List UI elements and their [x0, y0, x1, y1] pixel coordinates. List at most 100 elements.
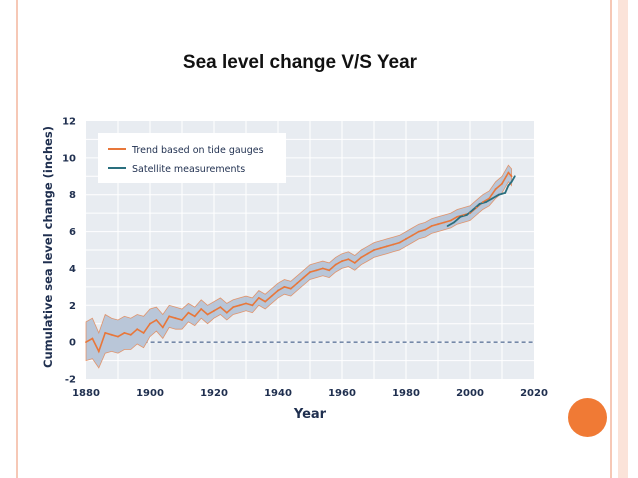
tide-gauge-trend-line: [85, 171, 513, 354]
trend-point: [353, 262, 356, 264]
satellite-point: [491, 197, 494, 200]
satellite-point: [453, 221, 455, 224]
trend-point: [264, 300, 267, 303]
trend-point: [289, 287, 292, 290]
trend-point: [123, 332, 126, 334]
y-tick-label: 0: [69, 338, 76, 349]
trend-point: [437, 223, 439, 226]
legend-label-trend: Trend based on tide gauges: [131, 145, 264, 156]
legend-box: [98, 133, 286, 183]
trend-point: [219, 306, 222, 308]
trend-point: [510, 175, 513, 178]
trend-point: [309, 271, 311, 273]
trend-point: [443, 221, 446, 224]
trend-point: [168, 315, 171, 318]
trend-point: [270, 295, 273, 297]
trend-point: [225, 311, 228, 314]
trend-point: [117, 335, 119, 338]
trend-point: [398, 241, 401, 244]
trend-point: [277, 289, 279, 292]
trend-point: [161, 326, 164, 329]
y-tick-labels: -2 0 2 4 6 8 10 12: [62, 117, 76, 386]
trend-point: [341, 260, 343, 262]
trend-point: [501, 182, 503, 185]
trend-point: [85, 341, 87, 343]
x-axis-label: Year: [293, 407, 327, 422]
satellite-point: [459, 215, 462, 218]
trend-point: [405, 238, 407, 240]
trend-point: [328, 269, 331, 272]
trend-point: [136, 328, 139, 331]
legend-label-satellite: Satellite measurements: [132, 164, 245, 175]
trend-point: [488, 197, 491, 200]
satellite-point: [446, 225, 449, 227]
legend: Trend based on tide gauges Satellite mea…: [98, 133, 286, 183]
trend-point: [245, 302, 247, 305]
trend-point: [366, 252, 369, 255]
trend-point: [373, 249, 375, 251]
y-tick-label: 2: [69, 301, 76, 312]
trend-point: [187, 311, 190, 314]
trend-point: [238, 304, 241, 307]
decorative-orange-circle: [568, 398, 607, 437]
trend-point: [149, 322, 151, 325]
trend-point: [283, 286, 286, 288]
data-points: [85, 171, 516, 353]
satellite-point: [465, 214, 468, 216]
satellite-point: [472, 208, 475, 211]
trend-point: [257, 297, 260, 299]
x-tick-label: 1960: [328, 388, 356, 399]
x-tick-label: 1900: [136, 388, 164, 399]
trend-point: [155, 319, 158, 321]
x-tick-label: 2000: [456, 388, 484, 399]
trend-point: [507, 171, 510, 174]
trend-point: [347, 258, 350, 261]
satellite-point: [513, 175, 516, 178]
y-tick-label: 4: [69, 264, 76, 275]
x-tick-label: 1940: [264, 388, 292, 399]
y-tick-label: 6: [69, 227, 76, 238]
trend-point: [302, 276, 305, 279]
trend-point: [232, 306, 235, 308]
x-tick-labels: 1880 1900 1920 1940 1960 1980 2000 2020: [72, 388, 548, 399]
satellite-point: [497, 193, 500, 196]
satellite-point: [510, 180, 513, 183]
border-stripe-right-outer: [610, 0, 612, 478]
trend-point: [449, 219, 452, 222]
trend-point: [469, 212, 471, 215]
trend-point: [360, 256, 363, 259]
trend-point: [475, 206, 478, 209]
y-tick-label: 8: [69, 190, 76, 201]
trend-point: [296, 282, 299, 285]
trend-point: [97, 350, 100, 353]
trend-point: [481, 201, 484, 204]
tide-gauge-uncertainty-band: [85, 164, 512, 369]
border-stripe-left: [16, 0, 18, 478]
y-tick-label: 10: [62, 153, 76, 164]
trend-point: [315, 269, 318, 272]
trend-point: [104, 332, 107, 334]
trend-point: [193, 315, 196, 318]
trend-point: [129, 333, 132, 336]
trend-point: [462, 214, 465, 216]
trend-point: [456, 215, 459, 218]
trend-point: [430, 225, 433, 227]
trend-point: [181, 319, 183, 321]
trend-point: [110, 333, 113, 336]
y-tick-label: 12: [62, 117, 76, 128]
trend-point: [392, 243, 395, 246]
trend-point: [91, 337, 94, 340]
trend-point: [411, 234, 414, 237]
trend-point: [251, 304, 254, 307]
trend-point: [321, 267, 324, 270]
trend-point: [213, 309, 215, 312]
trend-point: [142, 332, 145, 334]
x-tick-label: 1880: [72, 388, 100, 399]
trend-point: [174, 317, 177, 320]
x-tick-label: 1920: [200, 388, 228, 399]
satellite-point: [504, 192, 507, 194]
x-tick-label: 2020: [520, 388, 548, 399]
y-tick-label: -2: [65, 375, 76, 386]
satellite-point: [485, 201, 487, 204]
trend-point: [417, 230, 420, 233]
